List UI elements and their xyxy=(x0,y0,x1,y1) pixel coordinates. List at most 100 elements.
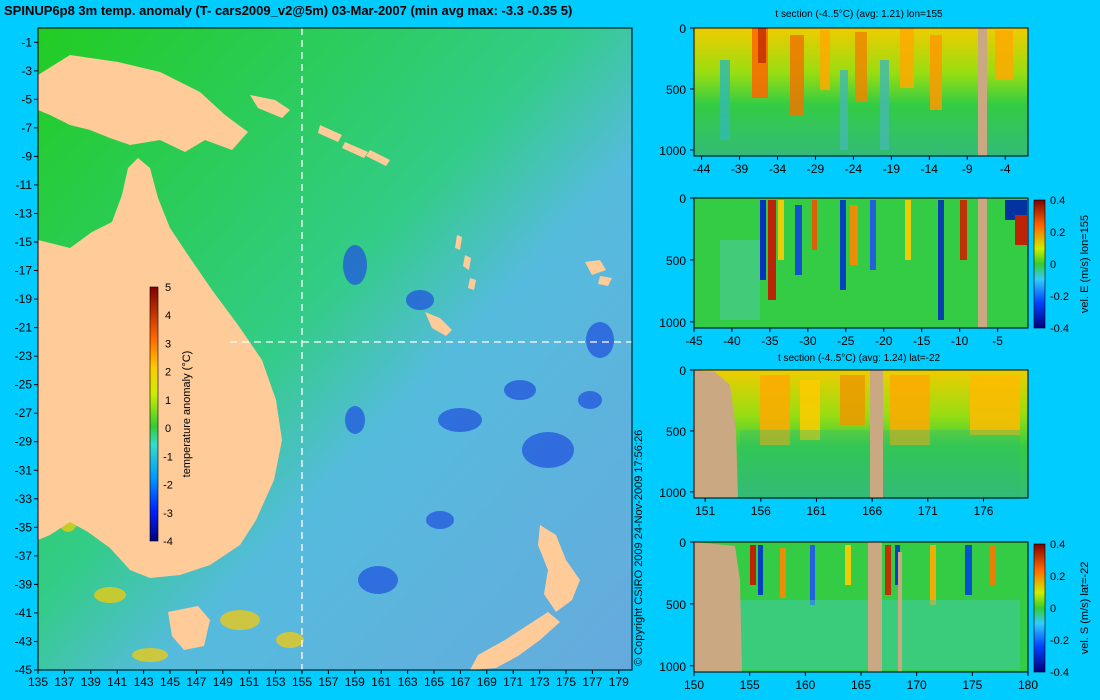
map-colorbar-tick: -2 xyxy=(163,480,173,492)
map-y-tick-label: -11 xyxy=(16,178,33,192)
velocity-colorbar-tick: 0.2 xyxy=(1050,571,1065,583)
section-depth-tick-label: 500 xyxy=(666,425,686,439)
section-depth-tick-label: 1000 xyxy=(659,486,686,500)
section-x-tick-label: 150 xyxy=(684,678,704,692)
map-y-tick-label: -37 xyxy=(15,549,33,563)
section-depth-tick-label: 0 xyxy=(679,536,686,550)
map-y-tick-label: -7 xyxy=(21,121,32,135)
copyright-notice: © Copyright CSIRO 2009 24-Nov-2009 17:56… xyxy=(633,430,645,666)
vel-e-colorbar-label: vel. E (m/s) lon=155 xyxy=(1079,215,1091,313)
section-depth-tick-label: 0 xyxy=(679,22,686,36)
map-colorbar-tick: 4 xyxy=(165,310,171,322)
map-x-tick-label: 157 xyxy=(318,675,338,689)
map-y-tick-label: -19 xyxy=(15,292,33,306)
map-y-tick-label: -9 xyxy=(21,149,32,163)
map-colorbar-tick: 0 xyxy=(165,423,171,435)
map-y-tick-label: -17 xyxy=(15,264,33,278)
panel-vel-s-lat: 150 155 160 165 170 175 180 0 500 1000 0.4 0.2 0 -0.… xyxy=(659,536,1091,692)
map-y-tick-label: -21 xyxy=(15,321,33,335)
section-x-tick-label: -20 xyxy=(875,334,893,348)
map-x-tick-label: 155 xyxy=(292,675,312,689)
map-y-tick-label: -41 xyxy=(15,606,33,620)
map-x-tick-label: 165 xyxy=(424,675,444,689)
australia xyxy=(38,158,282,578)
map-x-tick-label: 143 xyxy=(134,675,154,689)
map-y-tick-label: -33 xyxy=(15,492,33,506)
map-colorbar-tick: -1 xyxy=(163,451,173,463)
map-y-tick-label: -43 xyxy=(15,634,33,648)
tasmania xyxy=(168,606,210,650)
section-depth-tick-label: 1000 xyxy=(659,660,686,674)
map-title: SPINUP6p8 3m temp. anomaly (T- cars2009_… xyxy=(4,3,573,18)
new-zealand-south xyxy=(470,612,560,670)
map-x-tick-label: 163 xyxy=(398,675,418,689)
velocity-colorbar-tick: -0.4 xyxy=(1050,323,1069,335)
map-x-tick-label: 179 xyxy=(609,675,629,689)
section-x-tick-label: -15 xyxy=(913,334,931,348)
map-y-tick-label: -39 xyxy=(15,577,33,591)
map-colorbar-tick: 3 xyxy=(165,338,171,350)
map-panel: 135 137 139 141 143 145 147 149 151 153 155 157 159 1… xyxy=(15,27,645,689)
map-x-axis: 135 137 139 141 143 145 147 149 151 153 155 157 159 1… xyxy=(28,670,629,689)
section-x-tick-label: -25 xyxy=(837,334,855,348)
map-y-tick-label: -5 xyxy=(21,92,32,106)
section-depth-tick-label: 1000 xyxy=(659,316,686,330)
map-x-tick-label: 161 xyxy=(371,675,391,689)
map-x-tick-label: 167 xyxy=(450,675,470,689)
map-colorbar-tick: 2 xyxy=(165,367,171,379)
solomon-islands xyxy=(318,125,390,166)
map-y-tick-label: -29 xyxy=(15,435,33,449)
section-x-tick-label: -35 xyxy=(761,334,779,348)
map-y-tick-label: -25 xyxy=(15,378,33,392)
velocity-colorbar-tick: 0 xyxy=(1050,603,1056,615)
map-cool-eddies xyxy=(343,245,614,594)
map-y-tick-label: -15 xyxy=(15,235,33,249)
section-x-tick-label: 175 xyxy=(962,678,982,692)
map-x-tick-label: 139 xyxy=(81,675,101,689)
map-x-tick-label: 153 xyxy=(266,675,286,689)
section-x-tick-label: -10 xyxy=(951,334,969,348)
section-x-tick-label: 171 xyxy=(918,504,938,518)
panel-t-section-lat: t section (-4..5°C) (avg: 1.24) lat=-22 … xyxy=(659,353,1029,518)
section-depth-tick-label: 0 xyxy=(679,364,686,378)
section-x-tick-label: -30 xyxy=(799,334,817,348)
map-x-tick-label: 135 xyxy=(28,675,48,689)
vel-e-colorbar: 0.4 0.2 0 -0.2 -0.4 vel. E (m/s) lon=155 xyxy=(1033,195,1091,335)
vel-s-colorbar-label: vel. S (m/s) lat=-22 xyxy=(1079,562,1091,655)
section-x-tick-label: -29 xyxy=(807,162,825,176)
map-x-tick-label: 171 xyxy=(503,675,523,689)
section-x-tick-label: -9 xyxy=(962,162,973,176)
map-y-tick-label: -27 xyxy=(15,406,33,420)
map-colorbar-tick: -3 xyxy=(163,508,173,520)
map-x-tick-label: 141 xyxy=(107,675,127,689)
section-x-tick-label: 166 xyxy=(862,504,882,518)
section-x-tick-label: -39 xyxy=(731,162,749,176)
section-x-tick-label: -14 xyxy=(921,162,939,176)
section-x-tick-label: -24 xyxy=(845,162,863,176)
map-colorbar-tick: 5 xyxy=(165,282,171,294)
section-depth-tick-label: 0 xyxy=(679,192,686,206)
section-x-tick-label: 176 xyxy=(973,504,993,518)
velocity-colorbar-tick: -0.4 xyxy=(1050,667,1069,679)
seafloor-block xyxy=(978,28,987,156)
section-depth-tick-label: 1000 xyxy=(659,144,686,158)
section-x-tick-label: -4 xyxy=(1000,162,1011,176)
map-x-tick-label: 173 xyxy=(530,675,550,689)
map-x-tick-label: 177 xyxy=(582,675,602,689)
map-y-tick-label: -31 xyxy=(15,463,33,477)
map-land xyxy=(38,55,612,670)
section-x-tick-label: 170 xyxy=(907,678,927,692)
map-x-tick-label: 159 xyxy=(345,675,365,689)
section-x-tick-label: 151 xyxy=(695,504,715,518)
map-y-tick-label: -45 xyxy=(15,663,33,677)
section-x-tick-label: 156 xyxy=(751,504,771,518)
section-x-tick-label: 161 xyxy=(806,504,826,518)
map-x-tick-label: 149 xyxy=(213,675,233,689)
section-depth-tick-label: 500 xyxy=(666,254,686,268)
panel-title: t section (-4..5°C) (avg: 1.21) lon=155 xyxy=(775,9,943,20)
velocity-colorbar-tick: -0.2 xyxy=(1050,291,1069,303)
new-guinea xyxy=(38,55,248,152)
section-x-tick-label: -45 xyxy=(685,334,703,348)
